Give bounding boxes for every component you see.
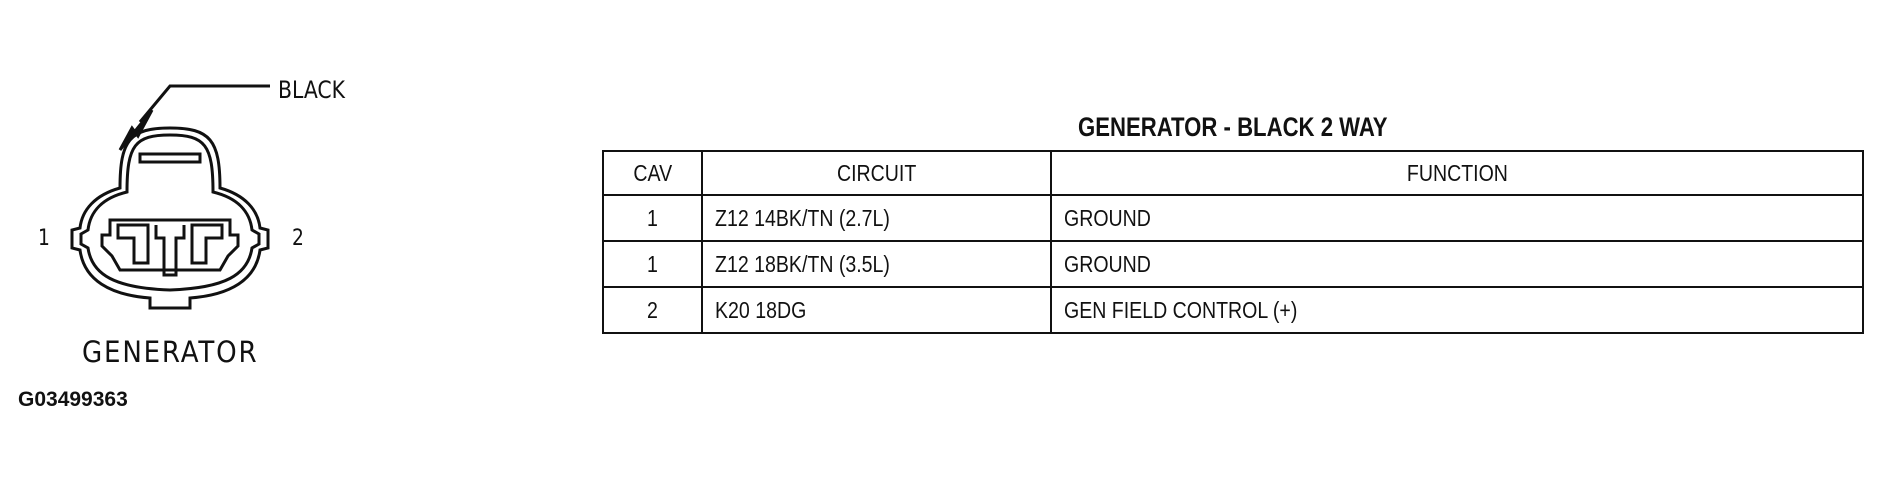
latch-slot: [138, 152, 202, 164]
figure-id: G03499363: [18, 388, 128, 411]
header-function: FUNCTION: [1050, 150, 1864, 196]
color-label: BLACK: [278, 76, 346, 104]
table-row: 1 Z12 18BK/TN (3.5L) GROUND: [602, 240, 1864, 288]
cell-function: GEN FIELD CONTROL (+): [1050, 286, 1864, 334]
cell-function: GROUND: [1050, 194, 1864, 242]
table-title-text: GENERATOR - BLACK 2 WAY: [1077, 112, 1388, 142]
header-cav-text: CAV: [633, 159, 672, 186]
cell-circuit-text: K20 18DG: [715, 296, 807, 323]
header-circuit-text: CIRCUIT: [836, 159, 917, 186]
pin-label-2: 2: [292, 226, 304, 251]
cell-circuit-text: Z12 18BK/TN (3.5L): [715, 250, 890, 277]
cell-function: GROUND: [1050, 240, 1864, 288]
cell-cav-text: 1: [647, 204, 658, 231]
connector-label: GENERATOR: [82, 335, 259, 369]
table-row: 1 Z12 14BK/TN (2.7L) GROUND: [602, 194, 1864, 242]
arrow-head-icon: [118, 109, 154, 151]
connector-face-drawing: [70, 84, 270, 310]
cell-circuit: Z12 18BK/TN (3.5L): [701, 240, 1052, 288]
cell-cav-text: 1: [647, 250, 658, 277]
terminal-cavity: [100, 218, 240, 272]
pinout-table: CAV CIRCUIT FUNCTION 1 Z12 14BK/TN (2.7L…: [602, 150, 1864, 334]
cell-cav: 1: [602, 240, 703, 288]
table-header-row: CAV CIRCUIT FUNCTION: [602, 150, 1864, 196]
leader-line: [138, 84, 270, 123]
terminal-1: [116, 223, 150, 265]
header-function-text: FUNCTION: [1406, 159, 1508, 186]
cell-function-text: GROUND: [1064, 204, 1151, 231]
header-cav: CAV: [602, 150, 703, 196]
table-title: GENERATOR - BLACK 2 WAY: [602, 112, 1863, 143]
cell-function-text: GROUND: [1064, 250, 1151, 277]
cell-circuit-text: Z12 14BK/TN (2.7L): [715, 204, 890, 231]
pin-label-1: 1: [38, 226, 50, 251]
header-circuit: CIRCUIT: [701, 150, 1052, 196]
terminal-divider: [154, 225, 186, 277]
terminal-2: [190, 223, 224, 265]
cell-circuit: K20 18DG: [701, 286, 1052, 334]
cell-cav: 2: [602, 286, 703, 334]
connector-inner-shell: [79, 133, 261, 292]
table-row: 2 K20 18DG GEN FIELD CONTROL (+): [602, 286, 1864, 334]
connector-outer-shell: [70, 126, 270, 310]
cell-function-text: GEN FIELD CONTROL (+): [1064, 296, 1298, 323]
cell-cav-text: 2: [647, 296, 658, 323]
cell-circuit: Z12 14BK/TN (2.7L): [701, 194, 1052, 242]
cell-cav: 1: [602, 194, 703, 242]
